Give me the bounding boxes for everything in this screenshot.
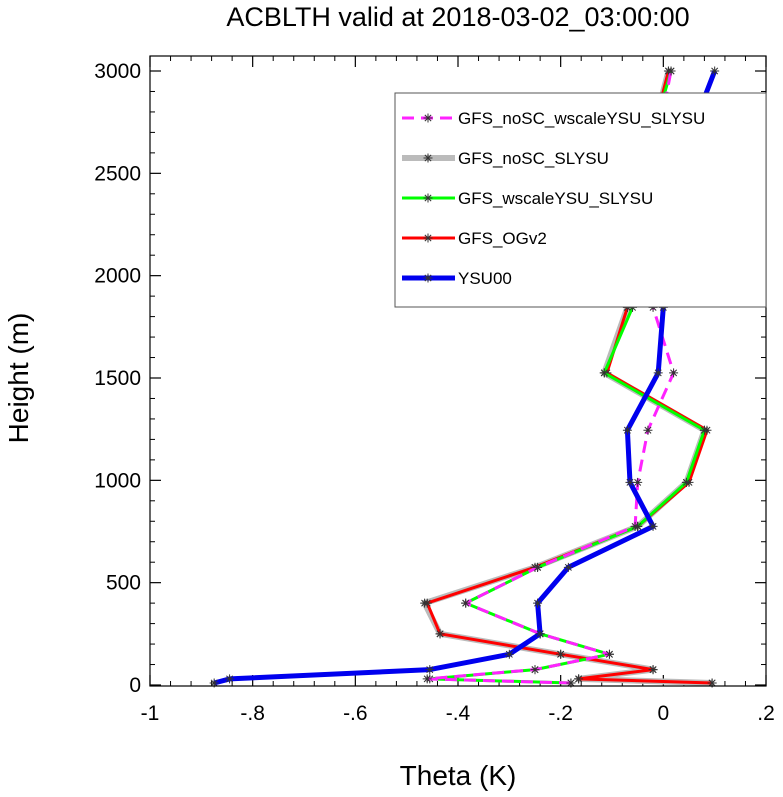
legend-marker-gfs-ogv2 [423, 233, 433, 243]
x-tick-label: -.2 [548, 702, 573, 725]
x-tick-label: -.8 [240, 702, 265, 725]
data-point-ysu00 [563, 562, 573, 572]
data-point-gfs-ogv2 [707, 678, 717, 688]
y-tick-label: 3000 [94, 60, 141, 83]
data-point-ysu00 [653, 368, 663, 378]
legend-label-gfs-wscaleysu-slysu: GFS_wscaleYSU_SLYSU [458, 189, 653, 208]
data-point-gfs-ogv2 [435, 629, 445, 639]
legend-marker-ysu00 [423, 273, 433, 283]
data-point-ysu00 [622, 425, 632, 435]
data-point-ysu00 [625, 477, 635, 487]
data-point-gfs-nosc-wscaleysu-slysu [422, 674, 432, 684]
legend-marker-gfs-nosc-slysu [423, 153, 433, 163]
data-point-ysu00 [209, 678, 219, 688]
y-tick-label: 1000 [94, 469, 141, 492]
data-point-gfs-ogv2 [648, 665, 658, 675]
data-point-gfs-nosc-wscaleysu-slysu [604, 649, 614, 659]
x-tick-label: -1 [141, 702, 160, 725]
data-point-ysu00 [710, 66, 720, 76]
plot-frame [149, 55, 767, 687]
data-point-gfs-nosc-wscaleysu-slysu [643, 425, 653, 435]
data-point-ysu00 [533, 598, 543, 608]
legend-marker-gfs-wscaleysu-slysu [423, 193, 433, 203]
data-point-ysu00 [535, 629, 545, 639]
x-tick-label: -.4 [446, 702, 471, 725]
data-point-gfs-nosc-wscaleysu-slysu [669, 368, 679, 378]
legend-label-ysu00: YSU00 [458, 269, 512, 288]
data-point-gfs-nosc-wscaleysu-slysu [633, 477, 643, 487]
legend-label-gfs-nosc-slysu: GFS_noSC_SLYSU [458, 149, 609, 168]
y-tick-label: 0 [129, 674, 141, 697]
legend-marker-gfs-nosc-wscaleysu-slysu [423, 113, 433, 123]
data-point-gfs-ogv2 [574, 674, 584, 684]
x-tick-label: -.6 [343, 702, 368, 725]
data-point-gfs-ogv2 [556, 649, 566, 659]
chart-title: ACBLTH valid at 2018-03-02_03:00:00 [226, 2, 689, 32]
data-point-ysu00 [648, 521, 658, 531]
legend-label-gfs-nosc-wscaleysu-slysu: GFS_noSC_wscaleYSU_SLYSU [458, 109, 705, 128]
y-tick-label: 2500 [94, 162, 141, 185]
data-point-gfs-nosc-wscaleysu-slysu [666, 66, 676, 76]
data-point-ysu00 [504, 649, 514, 659]
legend: GFS_noSC_wscaleYSU_SLYSU GFS_noSC_SLYSU GF… [394, 92, 767, 308]
data-point-gfs-wscaleysu-slysu [681, 477, 691, 487]
data-point-ysu00 [425, 665, 435, 675]
y-tick-label: 500 [106, 572, 141, 595]
data-point-gfs-nosc-wscaleysu-slysu [533, 562, 543, 572]
data-point-gfs-nosc-wscaleysu-slysu [630, 521, 640, 531]
data-point-gfs-ogv2 [422, 598, 432, 608]
data-point-ysu00 [225, 674, 235, 684]
legend-box [394, 92, 767, 308]
data-point-gfs-nosc-wscaleysu-slysu [461, 598, 471, 608]
x-tick-label: 0 [657, 702, 669, 725]
y-tick-label: 2000 [94, 265, 141, 288]
data-point-gfs-nosc-wscaleysu-slysu [530, 665, 540, 675]
y-axis-label: Height (m) [3, 313, 34, 444]
legend-label-gfs-ogv2: GFS_OGv2 [458, 229, 547, 248]
data-point-gfs-wscaleysu-slysu [699, 425, 709, 435]
data-point-gfs-nosc-wscaleysu-slysu [566, 678, 576, 688]
x-axis-label: Theta (K) [400, 760, 517, 791]
axis-ticks: 0 500 1000 1500 2000 2500 3000 -1 -.8 -.6 -.4 -.2 0.… [94, 56, 775, 725]
data-point-gfs-wscaleysu-slysu [599, 368, 609, 378]
y-tick-label: 1500 [94, 367, 141, 390]
x-tick-label: .2 [757, 702, 775, 725]
